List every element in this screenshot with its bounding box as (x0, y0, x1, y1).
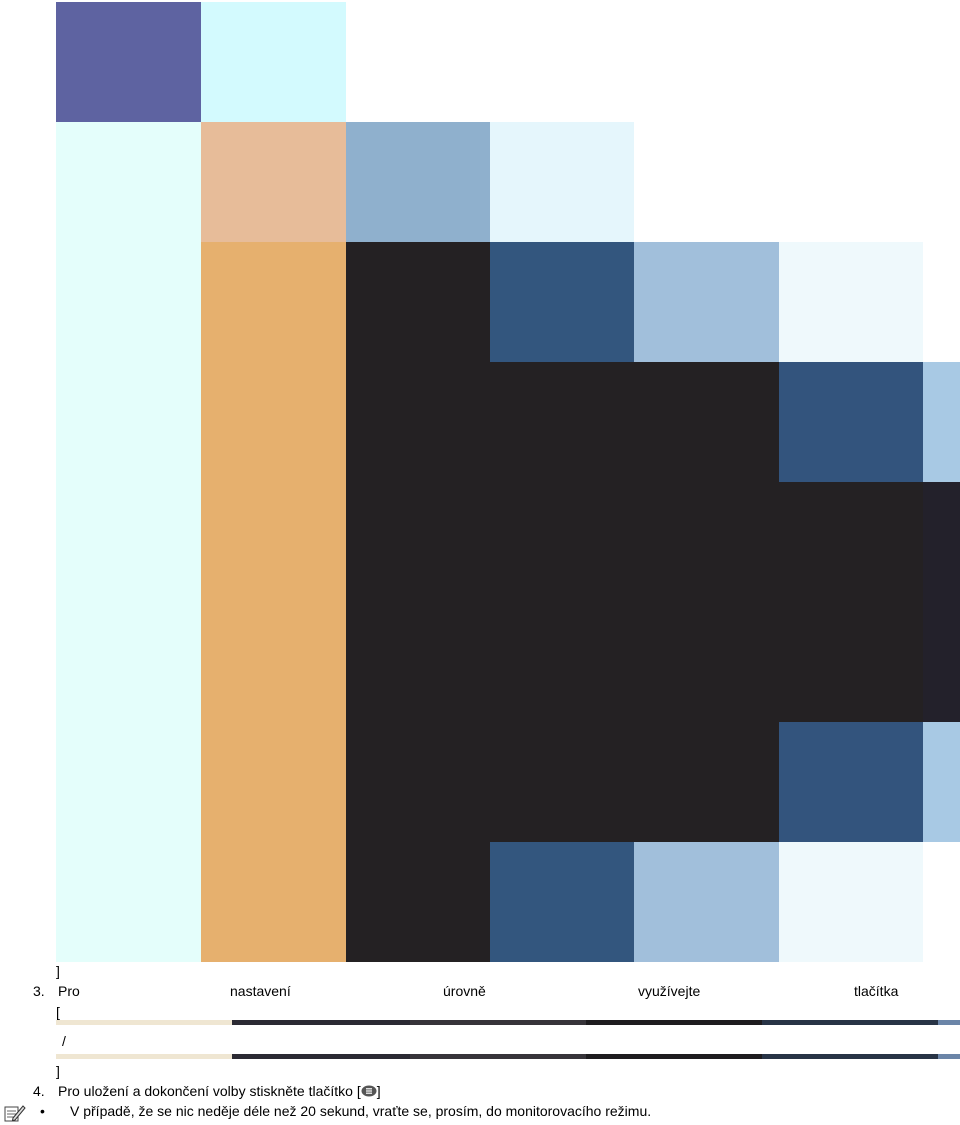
strip-segment (938, 1020, 960, 1025)
slash-separator: / (62, 1033, 66, 1049)
illustration-block (56, 242, 201, 362)
strip-segment (762, 1054, 938, 1059)
step-3-number: 3. (33, 983, 45, 999)
illustration-block (490, 842, 634, 962)
illustration-block (490, 602, 634, 722)
illustration-block (346, 482, 490, 602)
bracket-open: [ (56, 1004, 60, 1020)
illustration-block (201, 122, 346, 242)
illustration-block (923, 722, 960, 842)
illustration-block (779, 362, 923, 482)
illustration-block (779, 2, 923, 122)
illustration-block (346, 242, 490, 362)
illustration-block (923, 122, 960, 242)
strip-segment (232, 1054, 410, 1059)
strip-segment (762, 1020, 938, 1025)
illustration-block (56, 2, 201, 122)
step-3-word-pro: Pro (58, 983, 80, 999)
illustration-block (201, 602, 346, 722)
illustration-block (346, 2, 490, 122)
step-4-line: Pro uložení a dokončení volby stiskněte … (58, 1082, 381, 1100)
illustration-block (779, 482, 923, 602)
illustration-block (56, 362, 201, 482)
step-3-word-nastaveni: nastavení (230, 983, 291, 999)
illustration-block (490, 122, 634, 242)
illustration-block (56, 842, 201, 962)
illustration-block (201, 722, 346, 842)
illustration-block (346, 722, 490, 842)
step-4-number: 4. (33, 1083, 45, 1099)
illustration-block (779, 722, 923, 842)
menu-button-icon (361, 1085, 377, 1097)
illustration-block (779, 122, 923, 242)
illustration-block (346, 842, 490, 962)
illustration-block (923, 842, 960, 962)
illustration-block (56, 602, 201, 722)
illustration-block (923, 362, 960, 482)
illustration-block (346, 602, 490, 722)
strip-segment (938, 1054, 960, 1059)
button-strip-bottom (56, 1054, 960, 1059)
bracket-close: ] (56, 963, 60, 979)
strip-segment (586, 1054, 762, 1059)
illustration-block (634, 242, 779, 362)
illustration-block (779, 242, 923, 362)
illustration-block (923, 2, 960, 122)
illustration-block (56, 722, 201, 842)
strip-segment (586, 1020, 762, 1025)
illustration-block (490, 362, 634, 482)
illustration-block (923, 482, 960, 602)
step-3-word-tlacitka: tlačítka (854, 983, 899, 999)
strip-segment (410, 1020, 586, 1025)
illustration-block (634, 2, 779, 122)
illustration-block (490, 2, 634, 122)
illustration-block (779, 842, 923, 962)
illustration-block (201, 362, 346, 482)
step-3-word-urovne: úrovně (443, 983, 486, 999)
illustration-block (56, 122, 201, 242)
step-3-word-vyuzivejte: využívejte (638, 983, 701, 999)
illustration-block (634, 602, 779, 722)
button-strip-top (56, 1020, 960, 1025)
illustration-block (490, 242, 634, 362)
strip-segment (56, 1020, 232, 1025)
illustration-block (490, 722, 634, 842)
illustration-block (634, 842, 779, 962)
strip-segment (410, 1054, 586, 1059)
illustration-block (490, 482, 634, 602)
illustration-block (923, 242, 960, 362)
illustration-block (779, 602, 923, 722)
illustration-block (923, 602, 960, 722)
note-text: V případě, že se nic neděje déle než 20 … (70, 1103, 652, 1119)
instruction-illustration (56, 2, 960, 962)
strip-segment (232, 1020, 410, 1025)
illustration-block (634, 362, 779, 482)
illustration-block (56, 482, 201, 602)
illustration-block (346, 362, 490, 482)
illustration-block (634, 722, 779, 842)
step-4-end: ] (376, 1083, 381, 1099)
illustration-block (201, 842, 346, 962)
step-4-text: Pro uložení a dokončení volby stiskněte … (58, 1083, 361, 1099)
illustration-block (634, 122, 779, 242)
bracket-close-2: ] (56, 1063, 60, 1079)
note-pencil-icon (4, 1105, 26, 1122)
bullet: • (40, 1103, 45, 1119)
illustration-block (346, 122, 490, 242)
illustration-block (634, 482, 779, 602)
strip-segment (56, 1054, 232, 1059)
illustration-block (201, 2, 346, 122)
illustration-block (201, 242, 346, 362)
illustration-block (201, 482, 346, 602)
